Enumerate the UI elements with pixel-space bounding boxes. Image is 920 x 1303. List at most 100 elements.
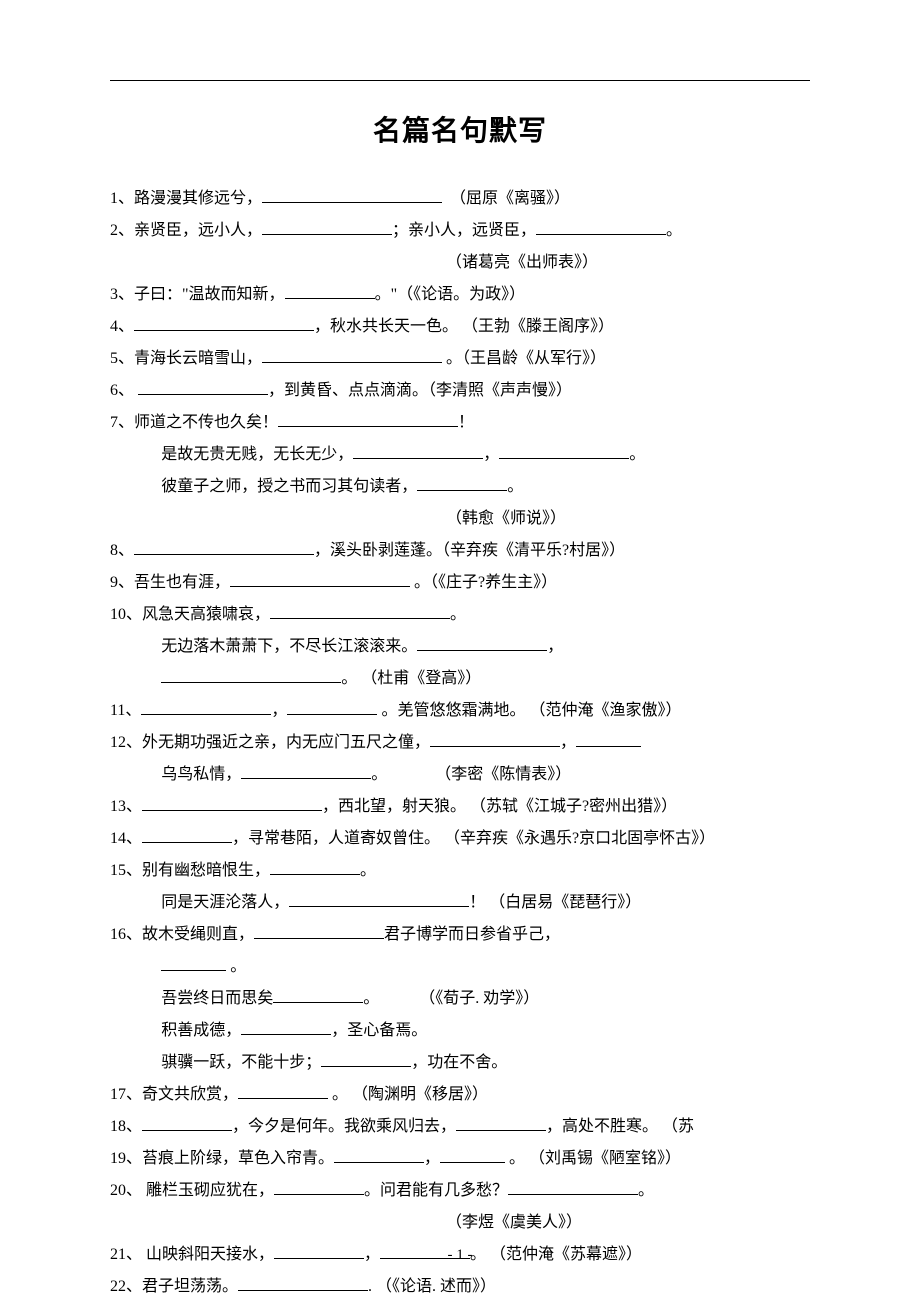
item-11: 11、， 。羌管悠悠霜满地。 （范仲淹《渔家傲》） bbox=[110, 695, 810, 727]
item-num: 17 bbox=[110, 1086, 126, 1103]
text: 风急天高猿啸哀， bbox=[142, 606, 270, 623]
item-16-l3: 吾尝终日而思矣。 （《荀子. 劝学》） bbox=[110, 983, 810, 1015]
items-list: 1、路漫漫其修远兮， （屈原《离骚》） 2、亲贤臣，远小人，；亲小人，远贤臣，。… bbox=[110, 183, 810, 1303]
item-12-l2: 乌鸟私情，。 （李密《陈情表》） bbox=[110, 759, 810, 791]
blank bbox=[417, 476, 507, 491]
item-4: 4、，秋水共长天一色。 （王勃《滕王阁序》） bbox=[110, 311, 810, 343]
text: ， bbox=[547, 638, 563, 655]
source: （屈原《离骚》） bbox=[450, 190, 570, 207]
blank bbox=[142, 828, 232, 843]
item-19: 19、苔痕上阶绿，草色入帘青。， 。 （刘禹锡《陋室铭》） bbox=[110, 1143, 810, 1175]
text: ！ （白居易《琵琶行》） bbox=[469, 894, 641, 911]
item-num: 5 bbox=[110, 350, 118, 367]
item-num: 12 bbox=[110, 734, 126, 751]
item-20: 20、 雕栏玉砌应犹在，。问君能有几多愁？。 bbox=[110, 1175, 810, 1207]
text: 师道之不传也久矣！ bbox=[134, 414, 278, 431]
text: 。"（《论语。为政》） bbox=[375, 286, 526, 303]
source: （韩愈《师说》） bbox=[446, 510, 566, 527]
blank bbox=[456, 1116, 546, 1131]
item-num: 22 bbox=[110, 1278, 126, 1295]
blank bbox=[440, 1148, 505, 1163]
text: 青海长云暗雪山， bbox=[134, 350, 262, 367]
item-num: 3 bbox=[110, 286, 118, 303]
blank bbox=[161, 956, 226, 971]
blank bbox=[321, 1052, 411, 1067]
item-num: 15 bbox=[110, 862, 126, 879]
item-16: 16、故木受绳则直，君子博学而日参省乎己， bbox=[110, 919, 810, 951]
blank bbox=[270, 860, 360, 875]
text: ， bbox=[271, 702, 287, 719]
item-14: 14、，寻常巷陌，人道寄奴曾住。 （辛弃疾《永遇乐?京口北固亭怀古》） bbox=[110, 823, 810, 855]
text: 雕栏玉砌应犹在， bbox=[142, 1182, 274, 1199]
text: 路漫漫其修远兮， bbox=[134, 190, 262, 207]
blank bbox=[238, 1276, 368, 1291]
text: 。 bbox=[629, 446, 645, 463]
text: ！ bbox=[458, 414, 474, 431]
text: 君子坦荡荡。 bbox=[142, 1278, 238, 1295]
blank bbox=[287, 700, 377, 715]
text: 外无期功强近之亲，内无应门五尺之僮， bbox=[142, 734, 430, 751]
text: 子曰："温故而知新， bbox=[134, 286, 285, 303]
blank bbox=[536, 220, 666, 235]
text: ，寻常巷陌，人道寄奴曾住。 （辛弃疾《永遇乐?京口北固亭怀古》） bbox=[232, 830, 715, 847]
blank bbox=[262, 188, 442, 203]
item-8: 8、，溪头卧剥莲蓬。（辛弃疾《清平乐?村居》） bbox=[110, 535, 810, 567]
item-num: 8 bbox=[110, 542, 118, 559]
text: 。 （杜甫《登高》） bbox=[341, 670, 481, 687]
blank bbox=[262, 220, 392, 235]
text: 吾尝终日而思矣 bbox=[161, 990, 273, 1007]
item-7-src: （韩愈《师说》） bbox=[110, 503, 810, 535]
text: 同是天涯沦落人， bbox=[161, 894, 289, 911]
text: ，圣心备焉。 bbox=[331, 1022, 427, 1039]
item-16-l2: 。 bbox=[110, 951, 810, 983]
text: 。 bbox=[363, 990, 379, 1007]
text: ，今夕是何年。我欲乘风归去， bbox=[232, 1118, 456, 1135]
item-15-l2: 同是天涯沦落人， ！ （白居易《琵琶行》） bbox=[110, 887, 810, 919]
text: 苔痕上阶绿，草色入帘青。 bbox=[142, 1150, 334, 1167]
item-num: 11 bbox=[110, 702, 125, 719]
item-num: 13 bbox=[110, 798, 126, 815]
text: ，到黄昏、点点滴滴。（李清照《声声慢》） bbox=[268, 382, 572, 399]
item-10: 10、风急天高猿啸哀，。 bbox=[110, 599, 810, 631]
text: ，秋水共长天一色。 （王勃《滕王阁序》） bbox=[314, 318, 614, 335]
text: 骐骥一跃，不能十步； bbox=[161, 1054, 321, 1071]
item-16-l4: 积善成德，，圣心备焉。 bbox=[110, 1015, 810, 1047]
item-16-l5: 骐骥一跃，不能十步；，功在不舍。 bbox=[110, 1047, 810, 1079]
text: 故木受绳则直， bbox=[142, 926, 254, 943]
top-rule bbox=[110, 80, 810, 81]
item-10-l3: 。 （杜甫《登高》） bbox=[110, 663, 810, 695]
blank bbox=[241, 1020, 331, 1035]
item-7: 7、师道之不传也久矣！！ bbox=[110, 407, 810, 439]
text: 。羌管悠悠霜满地。 （范仲淹《渔家傲》） bbox=[377, 702, 681, 719]
blank bbox=[285, 284, 375, 299]
text: 。问君能有几多愁？ bbox=[364, 1182, 508, 1199]
item-12: 12、外无期功强近之亲，内无应门五尺之僮，， bbox=[110, 727, 810, 759]
item-2-src: （诸葛亮《出师表》） bbox=[110, 247, 810, 279]
text: 。 （刘禹锡《陋室铭》） bbox=[505, 1150, 681, 1167]
text: 。 bbox=[360, 862, 376, 879]
source: （李煜《虞美人》） bbox=[446, 1214, 582, 1231]
blank bbox=[138, 380, 268, 395]
text: 。 bbox=[638, 1182, 654, 1199]
text: ，西北望，射天狼。 （苏轼《江城子?密州出猎》） bbox=[322, 798, 677, 815]
blank bbox=[508, 1180, 638, 1195]
item-7-l2: 是故无贵无贱，无长无少，，。 bbox=[110, 439, 810, 471]
item-num: 6 bbox=[110, 382, 118, 399]
text: 君子博学而日参省乎己， bbox=[384, 926, 560, 943]
blank bbox=[334, 1148, 424, 1163]
page: 名篇名句默写 1、路漫漫其修远兮， （屈原《离骚》） 2、亲贤臣，远小人，；亲小… bbox=[0, 0, 920, 1300]
item-num: 4 bbox=[110, 318, 118, 335]
source: （李密《陈情表》） bbox=[435, 766, 571, 783]
item-num: 7 bbox=[110, 414, 118, 431]
text: ， bbox=[483, 446, 499, 463]
text: 。 bbox=[507, 478, 523, 495]
item-num: 20 bbox=[110, 1182, 126, 1199]
blank bbox=[161, 668, 341, 683]
blank bbox=[273, 988, 363, 1003]
text: 。 （陶渊明《移居》） bbox=[328, 1086, 488, 1103]
blank bbox=[142, 1116, 232, 1131]
text: ；亲小人，远贤臣， bbox=[392, 222, 536, 239]
text: 吾生也有涯， bbox=[134, 574, 230, 591]
text: 。 bbox=[666, 222, 682, 239]
item-num: 16 bbox=[110, 926, 126, 943]
